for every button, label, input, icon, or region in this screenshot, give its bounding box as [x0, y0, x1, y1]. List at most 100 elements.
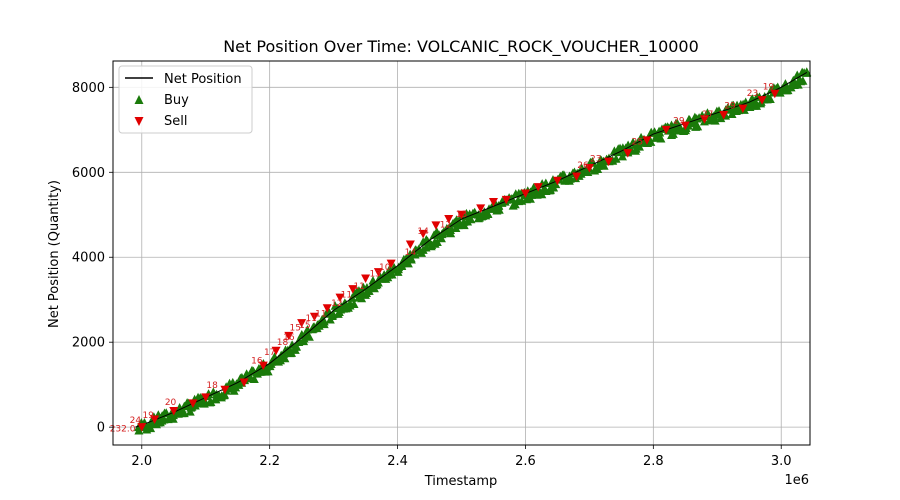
sell-marker — [297, 319, 307, 328]
buy-marker — [319, 319, 329, 329]
sell-marker — [738, 104, 748, 114]
sell-marker — [457, 210, 466, 220]
sell-markers-layer — [137, 89, 780, 432]
trade-annotation: 17 — [264, 348, 275, 358]
buy-marker — [727, 109, 737, 118]
buy-marker — [747, 94, 757, 103]
sell-marker — [661, 125, 671, 135]
trade-annotation: 12 — [440, 221, 451, 231]
trade-annotation: 19 — [763, 82, 775, 92]
buy-marker — [634, 142, 644, 151]
trade-annotation: 14 — [417, 227, 429, 237]
trade-annotation: 29 — [673, 116, 685, 126]
trade-annotation: 11 — [315, 310, 326, 320]
sell-marker — [405, 240, 415, 250]
trade-annotation: 24 — [130, 416, 142, 426]
y-tick-label: 2000 — [72, 336, 105, 351]
sell-marker — [770, 89, 780, 99]
trade-annotation: 11 — [306, 314, 317, 324]
trade-annotation: 20 — [165, 398, 177, 408]
buy-marker — [292, 342, 302, 351]
x-axis-label: Timestamp — [424, 474, 498, 489]
buy-marker — [280, 353, 290, 363]
sell-marker — [584, 164, 594, 173]
x-tick-label: 3.0 — [771, 454, 792, 469]
chart-title: Net Position Over Time: VOLCANIC_ROCK_VO… — [223, 37, 699, 57]
buy-marker — [146, 423, 156, 433]
sell-marker — [220, 385, 230, 395]
x-tick-label: 2.2 — [259, 454, 280, 469]
buy-marker — [765, 94, 775, 103]
buy-marker — [494, 205, 504, 214]
buy-marker — [304, 332, 314, 341]
x-tick-label: 2.0 — [131, 454, 152, 469]
trade-annotation: 19 — [142, 411, 154, 421]
trade-annotation: 18 — [206, 381, 218, 391]
trade-annotation: 16 — [251, 356, 263, 366]
buy-marker — [249, 374, 259, 384]
trade-annotation: 12 — [331, 299, 342, 309]
sell-marker — [322, 304, 332, 313]
sell-marker — [699, 115, 709, 124]
trade-annotation: 10 — [379, 263, 391, 273]
plot-frame — [112, 60, 811, 446]
buy-marker — [387, 270, 397, 279]
legend: Net Position Buy Sell — [118, 65, 253, 134]
trade-annotation: 25 — [632, 138, 643, 148]
legend-sell-triangle-icon — [134, 117, 144, 126]
sell-marker — [284, 331, 294, 341]
trade-annotation: 23 — [747, 89, 758, 99]
trade-annotation: 29 — [724, 102, 736, 112]
sell-marker — [444, 215, 454, 224]
sell-marker — [169, 407, 179, 416]
legend-buy-triangle-icon — [134, 95, 144, 104]
annotations-layer: 232.024192018161718161515111112111113101… — [110, 82, 775, 434]
buy-marker — [483, 209, 493, 219]
y-ticks-layer: 0 2000 4000 6000 8000 — [72, 81, 113, 436]
y-tick-label: 4000 — [72, 251, 105, 266]
buy-marker — [617, 151, 627, 161]
x-ticks-layer: 2.0 2.2 2.4 2.6 2.8 3.0 — [131, 445, 792, 469]
sell-marker — [552, 176, 562, 186]
y-tick-label: 6000 — [72, 166, 105, 181]
legend-box — [118, 65, 253, 134]
trade-annotation: 13 — [456, 210, 467, 220]
y-tick-label: 8000 — [72, 81, 105, 96]
y-axis-label: Net Position (Quantity) — [47, 180, 62, 328]
sell-marker — [418, 229, 428, 239]
trade-annotation: 18 — [277, 338, 289, 348]
sell-marker — [373, 268, 383, 277]
buy-marker — [265, 361, 275, 371]
sell-marker — [188, 399, 198, 408]
sell-marker — [572, 172, 582, 182]
buy-marker — [466, 214, 476, 224]
sell-marker — [258, 361, 268, 371]
trade-annotation: 11 — [353, 282, 364, 292]
x-tick-label: 2.6 — [515, 454, 536, 469]
trade-annotation: 15 — [299, 321, 310, 331]
x-tick-label: 2.8 — [643, 454, 664, 469]
sell-marker — [137, 423, 147, 432]
buy-marker — [537, 189, 547, 199]
buy-marker — [551, 179, 561, 189]
trade-annotation: 26 — [577, 161, 589, 171]
sell-marker — [520, 189, 530, 199]
buy-marker — [206, 397, 216, 407]
buy-marker — [349, 299, 359, 308]
sell-marker — [533, 183, 543, 192]
legend-label-sell: Sell — [164, 114, 187, 129]
sell-marker — [201, 393, 211, 402]
trade-annotation: 14 — [405, 248, 417, 258]
trade-annotation: 13 — [369, 269, 380, 279]
trade-annotation: 232.0 — [110, 424, 136, 434]
trade-annotation: 27 — [702, 110, 713, 120]
x-tick-label: 2.4 — [387, 454, 408, 469]
trade-annotation: 16 — [283, 333, 295, 343]
sell-marker — [239, 378, 249, 388]
buy-marker — [656, 134, 666, 143]
legend-label-buy: Buy — [164, 93, 189, 108]
grid-layer — [113, 61, 810, 445]
sell-marker — [757, 96, 767, 105]
buy-marker — [668, 129, 678, 138]
